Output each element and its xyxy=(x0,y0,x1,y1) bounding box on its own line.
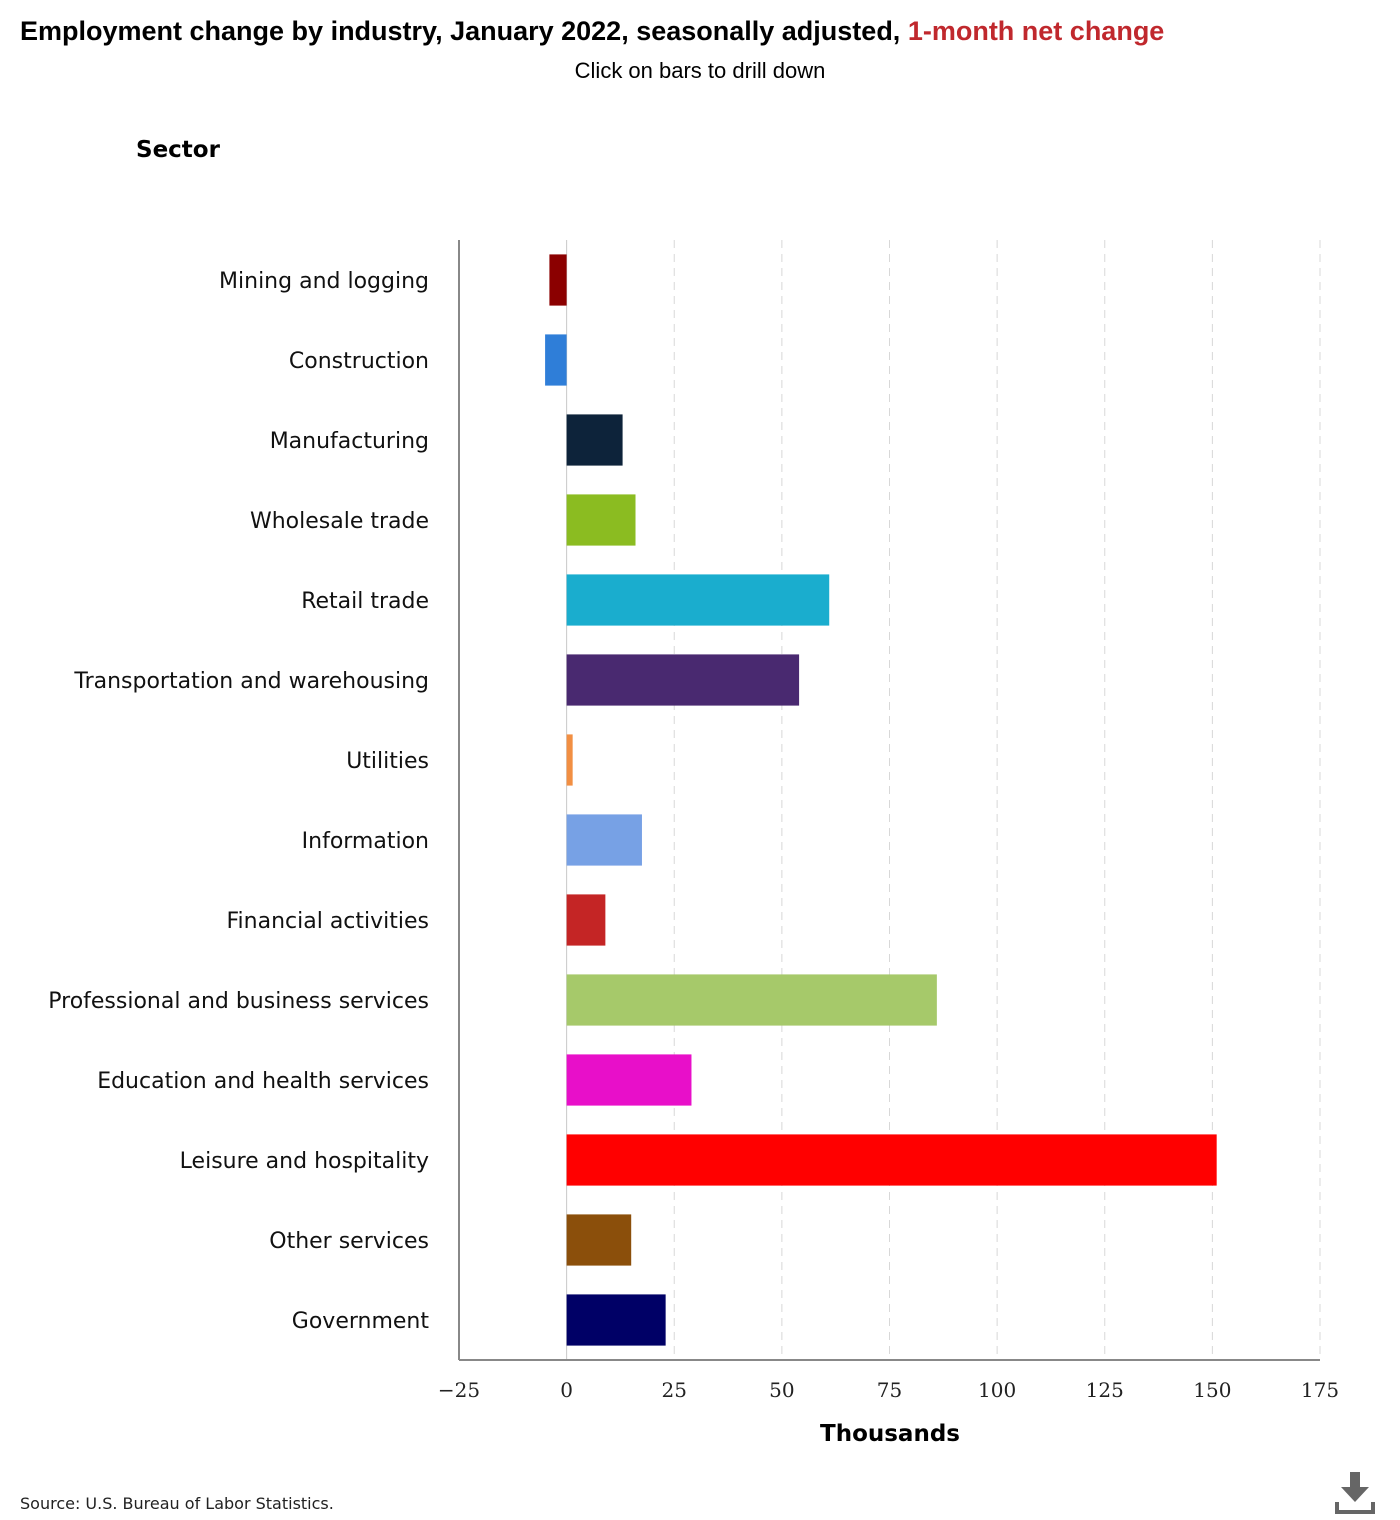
bar-other-services[interactable] xyxy=(566,1214,632,1266)
category-label: Government xyxy=(292,1309,430,1334)
axes xyxy=(458,240,1320,1361)
x-tick-label: 0 xyxy=(560,1378,573,1402)
category-label: Retail trade xyxy=(301,589,429,614)
bar-government[interactable] xyxy=(566,1294,666,1346)
category-label: Information xyxy=(302,829,429,854)
bar-manufacturing[interactable] xyxy=(566,414,623,466)
x-axis-title: Thousands xyxy=(820,1421,960,1447)
category-label: Other services xyxy=(269,1229,429,1254)
y-axis-title: Sector xyxy=(136,137,220,163)
bar-utilities[interactable] xyxy=(566,734,573,786)
x-tick-label: 175 xyxy=(1301,1378,1339,1402)
download-button[interactable] xyxy=(1333,1470,1377,1516)
x-tick-label: 75 xyxy=(877,1378,902,1402)
bar-wholesale-trade[interactable] xyxy=(566,494,636,546)
bar-construction[interactable] xyxy=(545,334,567,386)
bar-leisure-and-hospitality[interactable] xyxy=(566,1134,1217,1186)
category-label: Mining and logging xyxy=(219,269,429,294)
bar-professional-and-business-services[interactable] xyxy=(566,974,937,1026)
category-label: Transportation and warehousing xyxy=(73,669,429,694)
bars xyxy=(545,254,1217,1346)
bar-transportation-and-warehousing[interactable] xyxy=(566,654,800,706)
gridlines xyxy=(566,240,1321,1360)
source-note: Source: U.S. Bureau of Labor Statistics. xyxy=(20,1494,334,1513)
category-label: Construction xyxy=(289,349,429,374)
category-label: Education and health services xyxy=(97,1069,429,1094)
bar-education-and-health-services[interactable] xyxy=(566,1054,692,1106)
x-tick-label: 25 xyxy=(662,1378,687,1402)
chart-title-main: Employment change by industry, January 2… xyxy=(20,16,908,46)
x-tick-labels: −25 0 25 50 75 100 125 150 175 xyxy=(438,1378,1339,1402)
x-tick-label: 125 xyxy=(1086,1378,1124,1402)
x-tick-label: 50 xyxy=(769,1378,794,1402)
bar-mining-and-logging[interactable] xyxy=(549,254,567,306)
x-tick-label: 100 xyxy=(978,1378,1016,1402)
bar-retail-trade[interactable] xyxy=(566,574,830,626)
category-label: Professional and business services xyxy=(48,989,429,1014)
category-labels: Mining and logging Construction Manufactur… xyxy=(48,269,429,1334)
category-label: Leisure and hospitality xyxy=(180,1149,429,1174)
chart-subtitle: Click on bars to drill down xyxy=(574,58,826,83)
category-label: Financial activities xyxy=(226,909,429,934)
bar-financial-activities[interactable] xyxy=(566,894,606,946)
chart-title-highlight: 1-month net change xyxy=(907,16,1165,46)
category-label: Wholesale trade xyxy=(250,509,429,534)
category-label: Utilities xyxy=(346,749,429,774)
download-icon xyxy=(1335,1472,1375,1514)
chart-title: Employment change by industry, January 2… xyxy=(20,16,1164,47)
bar-information[interactable] xyxy=(566,814,642,866)
category-label: Manufacturing xyxy=(270,429,429,454)
x-tick-label: −25 xyxy=(438,1378,480,1402)
x-tick-label: 150 xyxy=(1193,1378,1231,1402)
